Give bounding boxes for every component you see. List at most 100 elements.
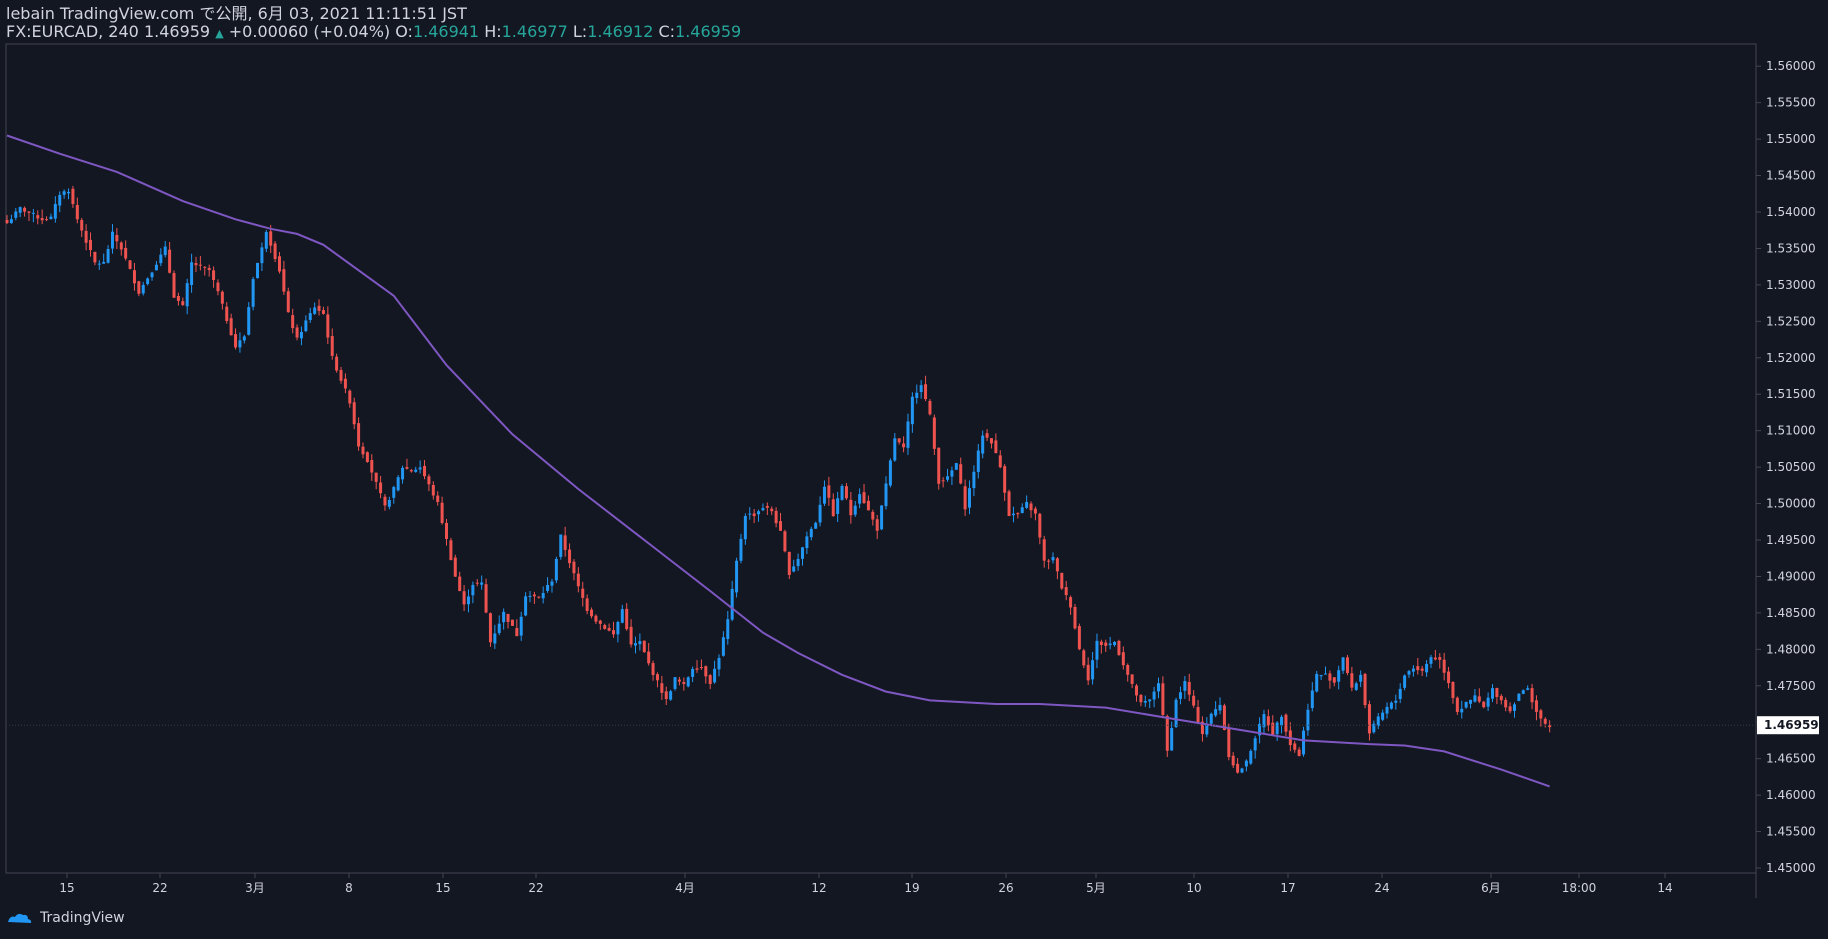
candle-body bbox=[1130, 674, 1134, 684]
candle-body bbox=[581, 588, 585, 598]
candle-body bbox=[950, 470, 954, 477]
price-tick-label: 1.50500 bbox=[1766, 460, 1816, 474]
candle-body bbox=[655, 674, 659, 681]
candle-body bbox=[919, 385, 923, 393]
symbol-label[interactable]: FX:EURCAD, 240 bbox=[6, 22, 139, 41]
candle-body bbox=[1214, 709, 1218, 716]
price-tick-label: 1.53000 bbox=[1766, 278, 1816, 292]
candle-body bbox=[1429, 657, 1433, 664]
price-tick-label: 1.45500 bbox=[1766, 825, 1816, 839]
candle-body bbox=[721, 637, 725, 656]
candle-body bbox=[299, 331, 303, 339]
candle-body bbox=[954, 463, 958, 470]
candle-body bbox=[915, 392, 919, 398]
candle-body bbox=[713, 668, 717, 683]
candle-body bbox=[844, 486, 848, 499]
candle-body bbox=[234, 334, 238, 348]
time-tick-label: 26 bbox=[998, 881, 1013, 895]
price-tick-label: 1.52500 bbox=[1766, 314, 1816, 328]
candle-body bbox=[1099, 641, 1103, 645]
candle-body bbox=[1016, 513, 1020, 515]
candle-body bbox=[880, 505, 884, 530]
up-triangle-icon: ▲ bbox=[215, 27, 224, 40]
candle-body bbox=[1345, 657, 1349, 673]
price-tick-label: 1.49500 bbox=[1766, 533, 1816, 547]
candle-body bbox=[651, 663, 655, 675]
candle-body bbox=[1249, 750, 1253, 764]
candle-body bbox=[1394, 700, 1398, 703]
candle-body bbox=[1003, 466, 1007, 493]
candle-body bbox=[238, 340, 242, 348]
candle-body bbox=[1244, 760, 1248, 767]
brand-footer[interactable]: TradingView bbox=[6, 910, 125, 926]
candle-body bbox=[941, 480, 945, 482]
open-value: 1.46941 bbox=[412, 22, 480, 41]
candle-body bbox=[1200, 721, 1204, 735]
candle-body bbox=[1530, 688, 1534, 703]
candle-body bbox=[18, 207, 22, 213]
candle-body bbox=[831, 499, 835, 517]
candle-body bbox=[1539, 710, 1543, 719]
candle-body bbox=[1091, 660, 1095, 680]
candle-body bbox=[370, 460, 374, 473]
candle-body bbox=[225, 306, 229, 321]
candle-body bbox=[932, 417, 936, 449]
candle-body bbox=[686, 677, 690, 687]
candle-body bbox=[524, 596, 528, 616]
candle-body bbox=[335, 356, 339, 371]
candle-body bbox=[1491, 688, 1495, 699]
time-tick-label: 14 bbox=[1657, 881, 1672, 895]
chart-frame bbox=[5, 43, 1757, 874]
candle-body bbox=[576, 573, 580, 587]
candle-body bbox=[998, 455, 1002, 468]
price-tick-label: 1.54500 bbox=[1766, 169, 1816, 183]
last-price-marker: 1.46959 bbox=[1757, 716, 1819, 735]
time-tick-label: 17 bbox=[1280, 881, 1295, 895]
candle-body bbox=[190, 262, 194, 286]
candle-body bbox=[1086, 664, 1090, 681]
candle-body bbox=[124, 247, 128, 259]
candle-body bbox=[1170, 727, 1174, 751]
candle-body bbox=[269, 231, 273, 246]
candle-body bbox=[1073, 607, 1077, 629]
candle-body bbox=[809, 528, 813, 538]
low-value: 1.46912 bbox=[587, 22, 654, 41]
candle-body bbox=[783, 531, 787, 552]
candle-body bbox=[1187, 681, 1191, 695]
candle-body bbox=[1499, 695, 1503, 701]
candle-body bbox=[743, 515, 747, 540]
candle-body bbox=[642, 640, 646, 653]
price-tick-label: 1.47500 bbox=[1766, 679, 1816, 693]
candle-body bbox=[119, 242, 123, 250]
time-axis: 15 22 3月 8 15 22 4月 12 19 26 5月 10 17 24 6月 18:00 14 bbox=[59, 873, 1673, 895]
candle-body bbox=[295, 327, 299, 338]
candle-body bbox=[168, 249, 172, 273]
candle-body bbox=[62, 191, 66, 195]
high-value: 1.46977 bbox=[501, 22, 568, 41]
candle-body bbox=[994, 440, 998, 453]
price-tick-label: 1.48000 bbox=[1766, 642, 1816, 656]
candle-body bbox=[1007, 491, 1011, 517]
candle-body bbox=[445, 522, 448, 540]
candle-body bbox=[484, 584, 488, 613]
candle-body bbox=[1113, 641, 1117, 646]
candle-body bbox=[862, 492, 866, 504]
candle-body bbox=[471, 584, 475, 596]
candle-body bbox=[1328, 673, 1332, 681]
candle-body bbox=[607, 627, 611, 631]
candle-body bbox=[968, 488, 972, 508]
candle-body bbox=[924, 384, 928, 400]
candle-body bbox=[49, 216, 53, 219]
candle-body bbox=[906, 421, 910, 448]
candle-body bbox=[620, 609, 624, 623]
candle-body bbox=[1477, 696, 1481, 702]
candle-body bbox=[203, 266, 207, 268]
candle-body bbox=[93, 251, 97, 263]
candle-body bbox=[431, 484, 435, 496]
candle-body bbox=[27, 211, 31, 213]
candle-body bbox=[229, 318, 233, 336]
candle-body bbox=[888, 460, 892, 486]
candle-body bbox=[1354, 683, 1358, 690]
candle-body bbox=[14, 211, 18, 218]
